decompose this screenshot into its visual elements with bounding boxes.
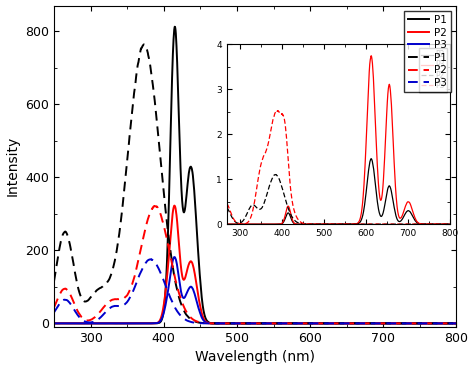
P2 bbox=[121, 321, 127, 326]
Line: P2: P2 bbox=[54, 206, 456, 323]
P3 bbox=[51, 310, 57, 314]
P2 bbox=[223, 321, 229, 326]
P1 bbox=[51, 279, 57, 284]
Line: P1: P1 bbox=[54, 27, 456, 323]
Line: P1: P1 bbox=[54, 44, 456, 323]
P2 bbox=[206, 321, 211, 325]
P2 bbox=[446, 321, 452, 326]
X-axis label: Wavelength (nm): Wavelength (nm) bbox=[195, 350, 315, 364]
P1 bbox=[97, 321, 103, 326]
P1 bbox=[402, 321, 408, 326]
P2 bbox=[97, 321, 103, 326]
P3 bbox=[76, 321, 82, 326]
P3 bbox=[206, 321, 211, 326]
P1 bbox=[424, 321, 429, 326]
Y-axis label: Intensity: Intensity bbox=[6, 136, 19, 196]
P2 bbox=[352, 321, 358, 326]
P3 bbox=[454, 321, 459, 326]
P2 bbox=[454, 321, 459, 326]
P1 bbox=[446, 321, 452, 326]
P2 bbox=[121, 296, 127, 301]
P2 bbox=[206, 321, 211, 326]
P3 bbox=[446, 321, 452, 326]
P2 bbox=[402, 321, 408, 326]
P1 bbox=[121, 193, 127, 197]
Line: P3: P3 bbox=[54, 257, 456, 323]
Line: P3: P3 bbox=[54, 259, 456, 323]
P2 bbox=[172, 204, 177, 208]
P2 bbox=[51, 321, 57, 326]
P1 bbox=[97, 286, 103, 290]
P1 bbox=[172, 24, 178, 29]
P1 bbox=[206, 320, 211, 324]
P3 bbox=[172, 255, 177, 259]
P1 bbox=[454, 321, 459, 326]
P1 bbox=[446, 321, 452, 326]
P2 bbox=[223, 321, 229, 326]
P1 bbox=[223, 321, 229, 326]
P3 bbox=[121, 303, 127, 307]
P1 bbox=[454, 321, 459, 326]
P3 bbox=[446, 321, 452, 326]
P2 bbox=[402, 321, 408, 326]
P3 bbox=[223, 321, 229, 326]
P2 bbox=[51, 305, 57, 310]
P2 bbox=[446, 321, 452, 326]
P3 bbox=[148, 257, 154, 262]
P3 bbox=[223, 321, 229, 326]
P1 bbox=[402, 321, 408, 326]
P2 bbox=[454, 321, 459, 326]
P1 bbox=[121, 321, 127, 326]
P1 bbox=[223, 321, 229, 326]
P2 bbox=[218, 321, 223, 326]
P3 bbox=[454, 321, 459, 326]
P3 bbox=[97, 321, 103, 326]
P3 bbox=[206, 321, 211, 325]
P2 bbox=[97, 310, 103, 314]
P1 bbox=[51, 321, 57, 326]
Line: P2: P2 bbox=[54, 206, 456, 323]
P1 bbox=[141, 42, 147, 47]
P3 bbox=[437, 321, 443, 326]
P3 bbox=[121, 321, 127, 326]
P3 bbox=[402, 321, 408, 326]
P3 bbox=[51, 321, 57, 326]
P1 bbox=[206, 321, 211, 326]
Legend: P1, P2, P3, P1, P2, P3: P1, P2, P3, P1, P2, P3 bbox=[404, 11, 451, 92]
P3 bbox=[97, 316, 103, 320]
P2 bbox=[152, 204, 157, 208]
P3 bbox=[402, 321, 408, 326]
